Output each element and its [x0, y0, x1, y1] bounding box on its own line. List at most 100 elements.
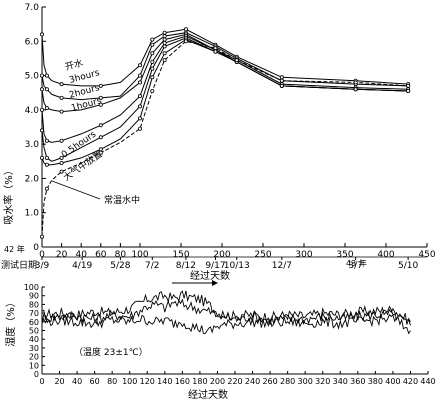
bottom-x-ticks: 0 20 40 60 80 100 120 140 160 180 200 220 240 260 280 3… — [39, 371, 436, 386]
bottom-y-tick-label: 20 — [29, 353, 39, 362]
bottom-x-tick-label: 420 — [403, 377, 418, 386]
top-x-tick-label: 60 — [95, 250, 107, 260]
bottom-y-tick-label: 70 — [29, 309, 39, 318]
series-point-6 — [137, 126, 142, 131]
bottom-x-tick-label: 80 — [107, 377, 117, 386]
bottom-x-tick-label: 440 — [420, 377, 435, 386]
top-y-tick-label: 1.0 — [25, 209, 40, 219]
series-point-4 — [98, 135, 103, 140]
bottom-y-tick-label: 60 — [29, 318, 39, 327]
top-x-tick-label: 40 — [75, 250, 87, 260]
series-point-6 — [406, 83, 411, 88]
series-point-0 — [279, 75, 284, 80]
series-point-2 — [98, 102, 103, 107]
series-point-4 — [44, 155, 49, 160]
date-tick-label: 5/10 — [398, 261, 418, 271]
top-y-tick-label: 3.0 — [25, 140, 40, 150]
year-mid-label: 43 年 — [346, 258, 367, 268]
series-point-5 — [162, 51, 167, 56]
bottom-y-tick-label: 30 — [29, 344, 39, 353]
series-point-2 — [44, 106, 49, 111]
series-point-2 — [40, 87, 45, 92]
bottom-x-tick-label: 380 — [368, 377, 383, 386]
top-x-tick-label: 350 — [336, 250, 353, 260]
date-tick-label: 10/13 — [224, 261, 250, 271]
top-x-arrow-head — [212, 280, 218, 286]
bottom-x-tick-label: 280 — [280, 377, 295, 386]
series-point-5 — [59, 160, 64, 165]
series-point-5 — [44, 162, 49, 167]
top-y-tick-label: 2.0 — [25, 174, 40, 184]
date-tick-label: 8/12 — [176, 261, 196, 271]
top-x-tick-label: 400 — [377, 250, 394, 260]
series-point-0 — [98, 83, 103, 88]
top-x-tick-label: 0 — [39, 250, 45, 260]
top-x-tick-label: 20 — [56, 250, 68, 260]
humidity-line-1 — [41, 298, 411, 326]
date-row-label: 测试日期 — [1, 259, 37, 271]
bottom-x-tick-label: 180 — [192, 377, 207, 386]
absorption-chart: 0 1.0 2.0 3.0 4.0 5.0 6.0 7.0 0 20 40 60 80 100 150 20… — [1, 3, 436, 286]
bottom-x-tick-label: 260 — [262, 377, 277, 386]
top-x-tick-label: 450 — [418, 250, 435, 260]
series-point-3 — [44, 138, 49, 143]
top-x-tick-label: 200 — [213, 250, 230, 260]
series-point-2 — [162, 37, 167, 42]
top-y-axis-label: 吸水率（%） — [2, 165, 15, 225]
temperature-annotation: （温度 23±1℃） — [74, 346, 148, 358]
top-y-tick-label: 0 — [33, 243, 39, 253]
top-y-tick-label: 4.0 — [25, 106, 40, 116]
series-point-6 — [279, 78, 284, 83]
top-y-tick-label: 6.0 — [25, 37, 40, 47]
bottom-y-tick-label: 80 — [29, 300, 39, 309]
series-point-1 — [44, 87, 49, 92]
series-label-6: 常温水中 — [104, 194, 140, 206]
date-tick-label: 3/7 — [348, 261, 362, 271]
top-x-tick-label: 250 — [254, 250, 271, 260]
series-point-1 — [162, 34, 167, 39]
top-x-tick-label: 80 — [115, 250, 127, 260]
series-point-6 — [40, 234, 45, 239]
series-point-2 — [150, 51, 155, 56]
series-point-4 — [150, 66, 155, 71]
series-point-5 — [40, 155, 45, 160]
series-point-3 — [40, 107, 45, 112]
bottom-x-tick-label: 340 — [333, 377, 348, 386]
series-point-0 — [137, 63, 142, 68]
bottom-x-tick-label: 40 — [72, 377, 82, 386]
series-point-0 — [44, 73, 49, 78]
series-point-5 — [213, 49, 218, 54]
series-point-4 — [59, 155, 64, 160]
series-point-4 — [162, 44, 167, 49]
bottom-y-tick-label: 100 — [24, 283, 39, 292]
series-point-5 — [353, 87, 358, 92]
date-tick-label: 3/9 — [35, 261, 50, 271]
bottom-y-tick-label: 40 — [29, 335, 39, 344]
series-point-6 — [353, 80, 358, 85]
series-point-6 — [234, 58, 239, 63]
bottom-x-tick-label: 360 — [350, 377, 365, 386]
bottom-y-tick-label: 90 — [29, 292, 39, 301]
bottom-x-tick-label: 200 — [210, 377, 225, 386]
year-start-label: 42 年 — [4, 244, 25, 254]
bottom-x-tick-label: 60 — [90, 377, 100, 386]
date-tick-label: 12/7 — [272, 261, 292, 271]
series-point-6 — [162, 58, 167, 63]
bottom-x-tick-label: 220 — [227, 377, 242, 386]
series-label-leader — [51, 180, 101, 200]
series-point-5 — [279, 83, 284, 88]
series-point-4 — [40, 128, 45, 133]
series-point-1 — [150, 42, 155, 47]
date-tick-label: 4/19 — [72, 261, 92, 271]
bottom-y-tick-label: 50 — [29, 327, 39, 336]
series-point-6 — [213, 46, 218, 51]
series-point-0 — [162, 30, 167, 35]
series-point-3 — [137, 94, 142, 99]
series-point-1 — [137, 73, 142, 78]
top-x-ticks: 0 20 40 60 80 100 150 200 250 300 350 400 450 — [39, 243, 436, 260]
top-x-axis-label: 经过天数 — [190, 269, 230, 282]
